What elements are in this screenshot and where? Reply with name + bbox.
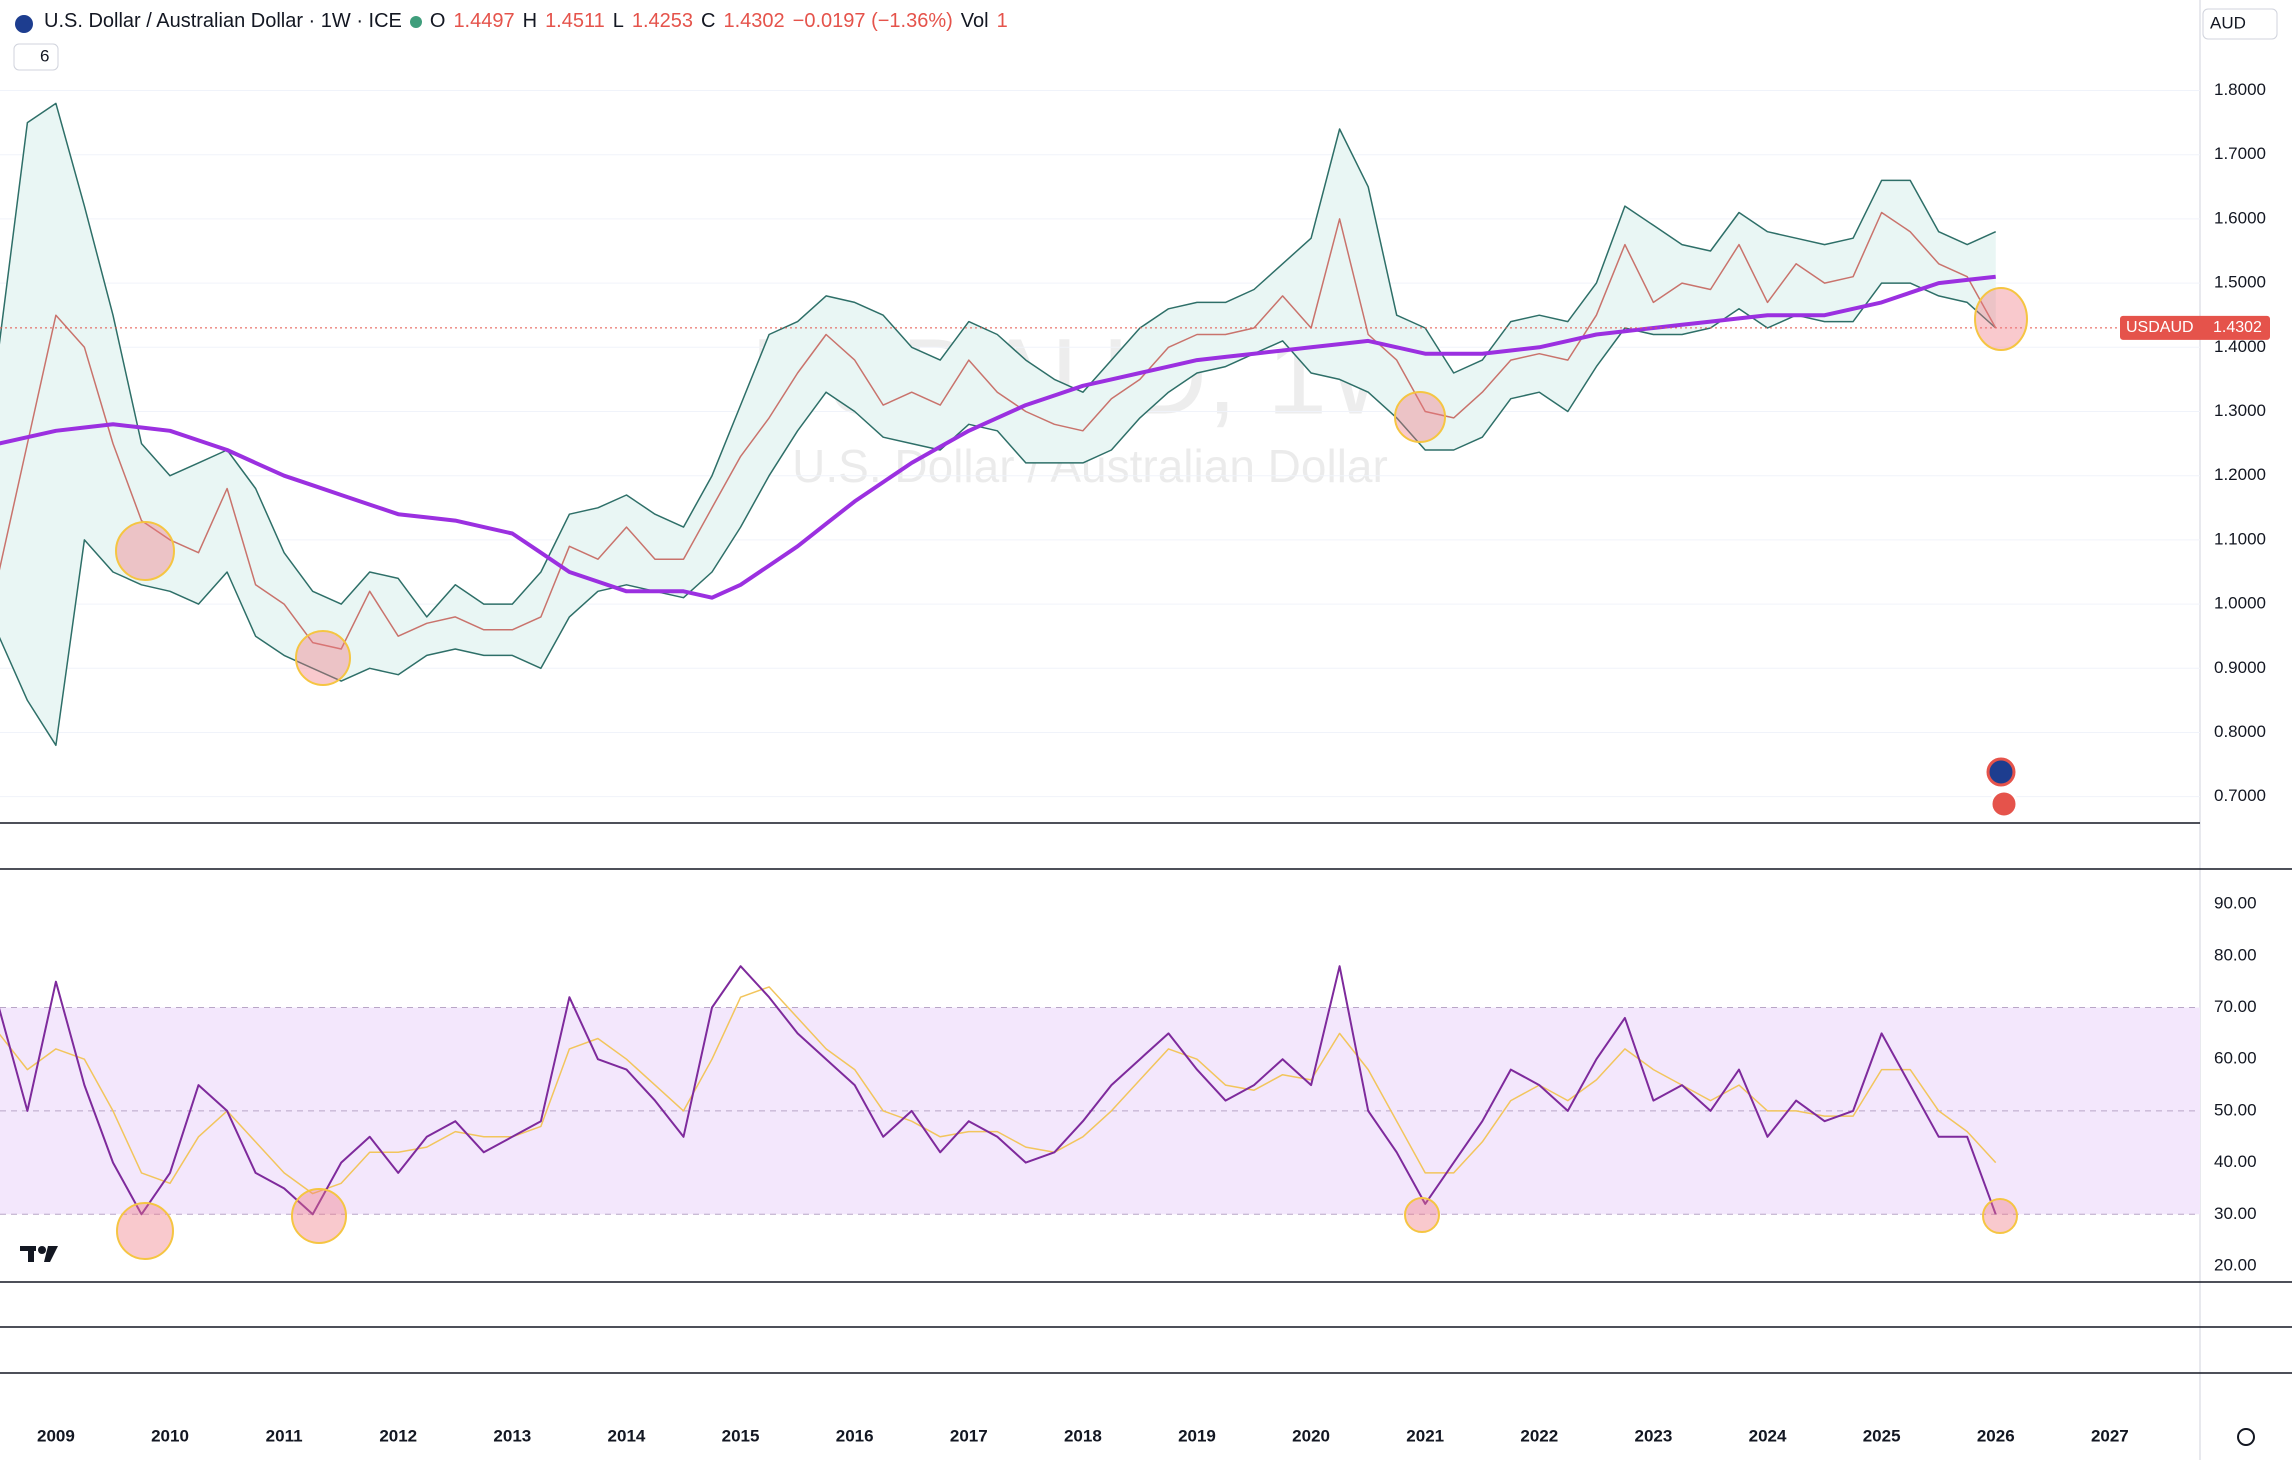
x-tick-label: 2014 [608,1426,646,1445]
y-tick-label: 40.00 [2214,1152,2257,1171]
series-line [0,211,1997,650]
y-tick-label: 80.00 [2214,945,2257,964]
ohlc-label: O [429,10,446,32]
x-tick-label: 2026 [1977,1426,2015,1445]
y-tick-label: 60.00 [2214,1049,2257,1068]
y-tick-label: 1.7000 [2214,144,2266,163]
vol-label: Vol [960,10,989,32]
ohlc-value: 1.4253 [631,10,694,32]
series-line [0,986,1997,1195]
symbol-icon [15,15,33,33]
y-tick-label: 50.00 [2214,1100,2257,1119]
indicator-toggle[interactable] [13,43,59,71]
series-line [0,282,1997,747]
x-tick-label: 2027 [2091,1426,2129,1445]
highlight [291,1188,347,1244]
x-tick-label: 2011 [266,1426,303,1445]
highlight [295,630,351,686]
ohlc-label: C [701,10,716,32]
y-tick-label: 0.8000 [2214,722,2266,741]
legend-header: U.S. Dollar / Australian Dollar · 1W · I… [44,10,1008,33]
price-tag-name: USDAUD [2126,319,2194,336]
highlight [1404,1197,1440,1233]
x-tick-label: 2010 [151,1426,189,1445]
band-fill [0,103,1996,746]
logo-part [44,1246,58,1262]
series-line [0,274,1996,600]
x-tick-label: 2023 [1635,1426,1673,1445]
symbol-title: U.S. Dollar / Australian Dollar · 1W · I… [44,10,402,32]
x-tick-label: 2021 [1406,1426,1444,1445]
highlight [1974,287,2028,351]
x-tick-label: 2012 [379,1426,417,1445]
logo-part [38,1246,46,1254]
change: −0.0197 (−1.36%) [792,10,953,32]
currency-box[interactable] [2202,8,2278,40]
y-tick-label: 1.8000 [2214,80,2266,99]
ohlc-value: 1.4497 [453,10,515,32]
x-tick-label: 2022 [1520,1426,1558,1445]
pane [0,90,2200,798]
pane-separators [0,822,2292,1374]
y-tick-label: 0.7000 [2214,786,2266,805]
highlight [115,521,175,581]
y-tick-label: 30.00 [2214,1204,2257,1223]
x-tick-label: 2009 [37,1426,75,1445]
highlight [1394,391,1446,443]
settings-icon[interactable] [2237,1428,2255,1446]
currency: AUD [2210,13,2246,32]
logo [20,1246,58,1262]
y-tick-label: 0.9000 [2214,658,2266,677]
ohlc-label: L [612,10,624,32]
ohlc-label: H [522,10,538,32]
highlight [1982,1198,2018,1234]
x-tick-label: 2024 [1749,1426,1787,1445]
y-tick-label: 1.0000 [2214,594,2266,613]
y-tick-label: 1.5000 [2214,273,2266,292]
ohlc-value: 1.4302 [723,10,785,32]
logo-part [28,1246,34,1262]
vol-value: 1 [996,10,1008,32]
plot-layers [0,90,2200,1216]
indicator-count: 6 [40,46,49,65]
series-line [0,102,1997,618]
y-tick-label: 1.4000 [2214,337,2266,356]
highlights [115,287,2028,1260]
series-line [0,965,1997,1216]
x-tick-label: 2013 [493,1426,531,1445]
y-tick-label: 90.00 [2214,894,2257,913]
flag-icon [1989,789,2019,819]
x-tick-label: 2019 [1178,1426,1216,1445]
y-tick-label: 70.00 [2214,997,2257,1016]
price-tag [2120,315,2270,340]
status-dot [409,15,422,28]
y-tick-label: 1.1000 [2214,529,2266,548]
highlight [116,1202,174,1260]
x-tick-label: 2017 [950,1426,988,1445]
x-tick-label: 2020 [1292,1426,1330,1445]
y-tick-label: 1.6000 [2214,208,2266,227]
x-tick-label: 2025 [1863,1426,1901,1445]
pane [0,965,2200,1216]
y-tick-label: 1.2000 [2214,465,2266,484]
x-tick-label: 2016 [836,1426,874,1445]
y-tick-label: 1.3000 [2214,401,2266,420]
x-tick-label: 2018 [1064,1426,1102,1445]
y-tick-label: 20.00 [2214,1255,2257,1274]
ohlc-value: 1.4511 [545,10,605,32]
price-tag-value: 1.4302 [2213,319,2262,336]
x-tick-label: 2015 [722,1426,760,1445]
flag-icon [1986,757,2016,787]
